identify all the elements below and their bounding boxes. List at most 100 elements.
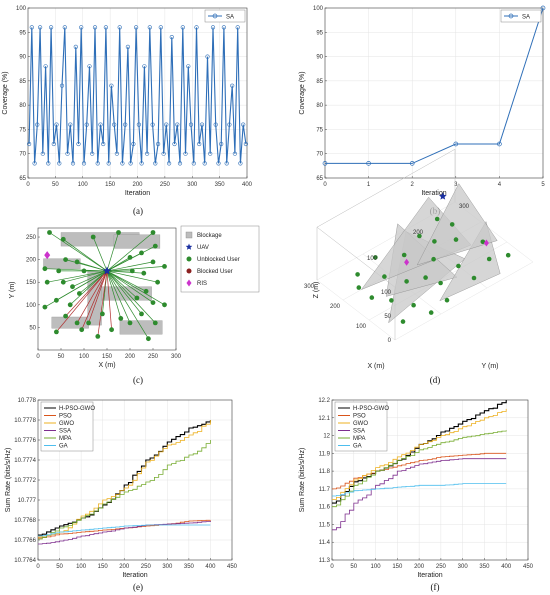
x-tick-label: 0 xyxy=(323,182,327,188)
unblocked-user-point xyxy=(152,243,158,249)
legend-swatch-user xyxy=(186,268,192,274)
y-tick-label: 95 xyxy=(19,30,26,36)
unblocked-user-point xyxy=(90,234,96,240)
data-point-sa xyxy=(98,122,103,127)
y-tick-label: 50 xyxy=(29,325,36,331)
z-tick-label: 100 xyxy=(381,290,392,296)
unblocked-user-point xyxy=(116,230,121,235)
blocked-user-point xyxy=(95,334,101,339)
x-tick-label: 300 xyxy=(187,182,198,188)
user-point-3d xyxy=(456,263,461,269)
panel-f-sum-rate-chart: 0 50 100 150 200 250 300 350 400 450 11.3 11.4 11.5 1… xyxy=(299,398,534,592)
unblocked-user-point xyxy=(44,279,50,285)
plot-frame xyxy=(324,7,544,179)
y-tick-label: 90 xyxy=(316,55,323,61)
link-unblocked xyxy=(106,232,154,272)
link-unblocked xyxy=(106,270,165,306)
data-point-sa xyxy=(169,34,174,40)
x-tick-label: 150 xyxy=(105,182,116,188)
data-point-sa xyxy=(117,25,122,30)
unblocked-user-point xyxy=(70,284,75,290)
x-tick-label: 250 xyxy=(148,354,159,360)
y-tick-label: 200 xyxy=(26,258,37,264)
link-unblocked xyxy=(106,261,154,272)
data-point-sa xyxy=(65,151,70,156)
data-point-sa xyxy=(177,161,183,166)
link-unblocked xyxy=(72,270,108,288)
x-tick-label: 200 xyxy=(414,564,425,570)
link-unblocked xyxy=(44,268,108,272)
unblocked-user-point xyxy=(54,297,59,303)
data-point-sa xyxy=(232,151,237,156)
link-unblocked xyxy=(106,270,149,339)
link-unblocked xyxy=(63,270,108,283)
legend-swatch-uav xyxy=(185,243,193,250)
link-unblocked xyxy=(106,270,158,283)
unblocked-user-point xyxy=(56,268,62,274)
user-point-3d xyxy=(432,239,437,244)
unblocked-user-point xyxy=(42,266,48,272)
y-axis-label: Y (m) xyxy=(9,282,16,299)
y-tick-label: 11.6 xyxy=(319,505,331,511)
y-tick-label: 100 xyxy=(16,6,27,12)
x-tick-label: 100 xyxy=(78,182,89,188)
x-tick-label: 1 xyxy=(367,182,371,188)
series-line-ssa xyxy=(332,458,507,531)
series-line-h-pso-gwo xyxy=(38,420,211,536)
legend-label: Unblocked User xyxy=(197,257,240,263)
series-line-sa xyxy=(28,27,247,164)
unblocked-user-point xyxy=(100,311,105,317)
link-unblocked xyxy=(106,257,131,272)
x-tick-label: 400 xyxy=(242,182,253,188)
plot-frame xyxy=(37,399,233,561)
data-point-sa xyxy=(51,141,56,147)
data-point-sa xyxy=(216,161,221,166)
legend-label-gwo: GWO xyxy=(353,421,368,427)
y-tick-label: 200 xyxy=(413,230,424,236)
y-tick-label: 100 xyxy=(26,303,37,309)
plot-frame xyxy=(27,7,248,179)
y-tick-label: 75 xyxy=(19,127,26,133)
x-tick-label: 4 xyxy=(498,182,502,188)
series-line-gwo xyxy=(332,408,507,500)
y-tick-label: 10.7776 xyxy=(14,438,36,444)
panel-caption: (e) xyxy=(133,582,143,592)
link-unblocked xyxy=(106,270,144,274)
blockage-rect xyxy=(43,258,81,269)
x-tick-label: 100 xyxy=(356,324,367,330)
uav-marker xyxy=(102,266,112,275)
blocked-user-point xyxy=(86,320,91,326)
x-tick-label: 0 xyxy=(330,564,334,570)
data-point-sa xyxy=(35,122,40,127)
data-point-sa xyxy=(62,25,67,30)
data-point-sa xyxy=(145,151,150,156)
data-point-sa xyxy=(191,161,196,166)
data-point-sa xyxy=(150,122,155,127)
data-point-sa xyxy=(95,161,100,166)
y-tick-label: 10.7766 xyxy=(14,538,36,544)
data-point-sa xyxy=(109,83,114,88)
legend-label-ssa: SSA xyxy=(353,429,365,435)
legend-label-pso: PSO xyxy=(59,414,72,420)
link-unblocked xyxy=(49,232,108,272)
legend-box xyxy=(40,401,94,452)
series-line-ssa xyxy=(38,521,211,545)
x-axis-label: Iteration xyxy=(421,190,446,197)
y-tick-label: 10.777 xyxy=(18,498,37,504)
y-tick-label: 150 xyxy=(26,280,37,286)
y-tick-label: 12.2 xyxy=(318,398,330,404)
data-point-sa xyxy=(112,122,117,127)
data-point-sa xyxy=(32,161,37,166)
user-point-3d xyxy=(417,233,422,239)
x-tick-label: 250 xyxy=(141,564,152,570)
data-point-sa xyxy=(540,5,546,11)
y-tick-label: 10.7774 xyxy=(14,458,36,464)
unblocked-user-point xyxy=(162,264,167,269)
unblocked-user-point xyxy=(143,288,149,294)
link-unblocked xyxy=(106,270,131,324)
y-axis-label: Coverage (%) xyxy=(2,71,9,114)
x-tick-label: 450 xyxy=(523,564,534,570)
user-point-3d xyxy=(434,216,440,222)
legend-swatch-user xyxy=(186,256,192,262)
link-unblocked xyxy=(106,270,122,319)
